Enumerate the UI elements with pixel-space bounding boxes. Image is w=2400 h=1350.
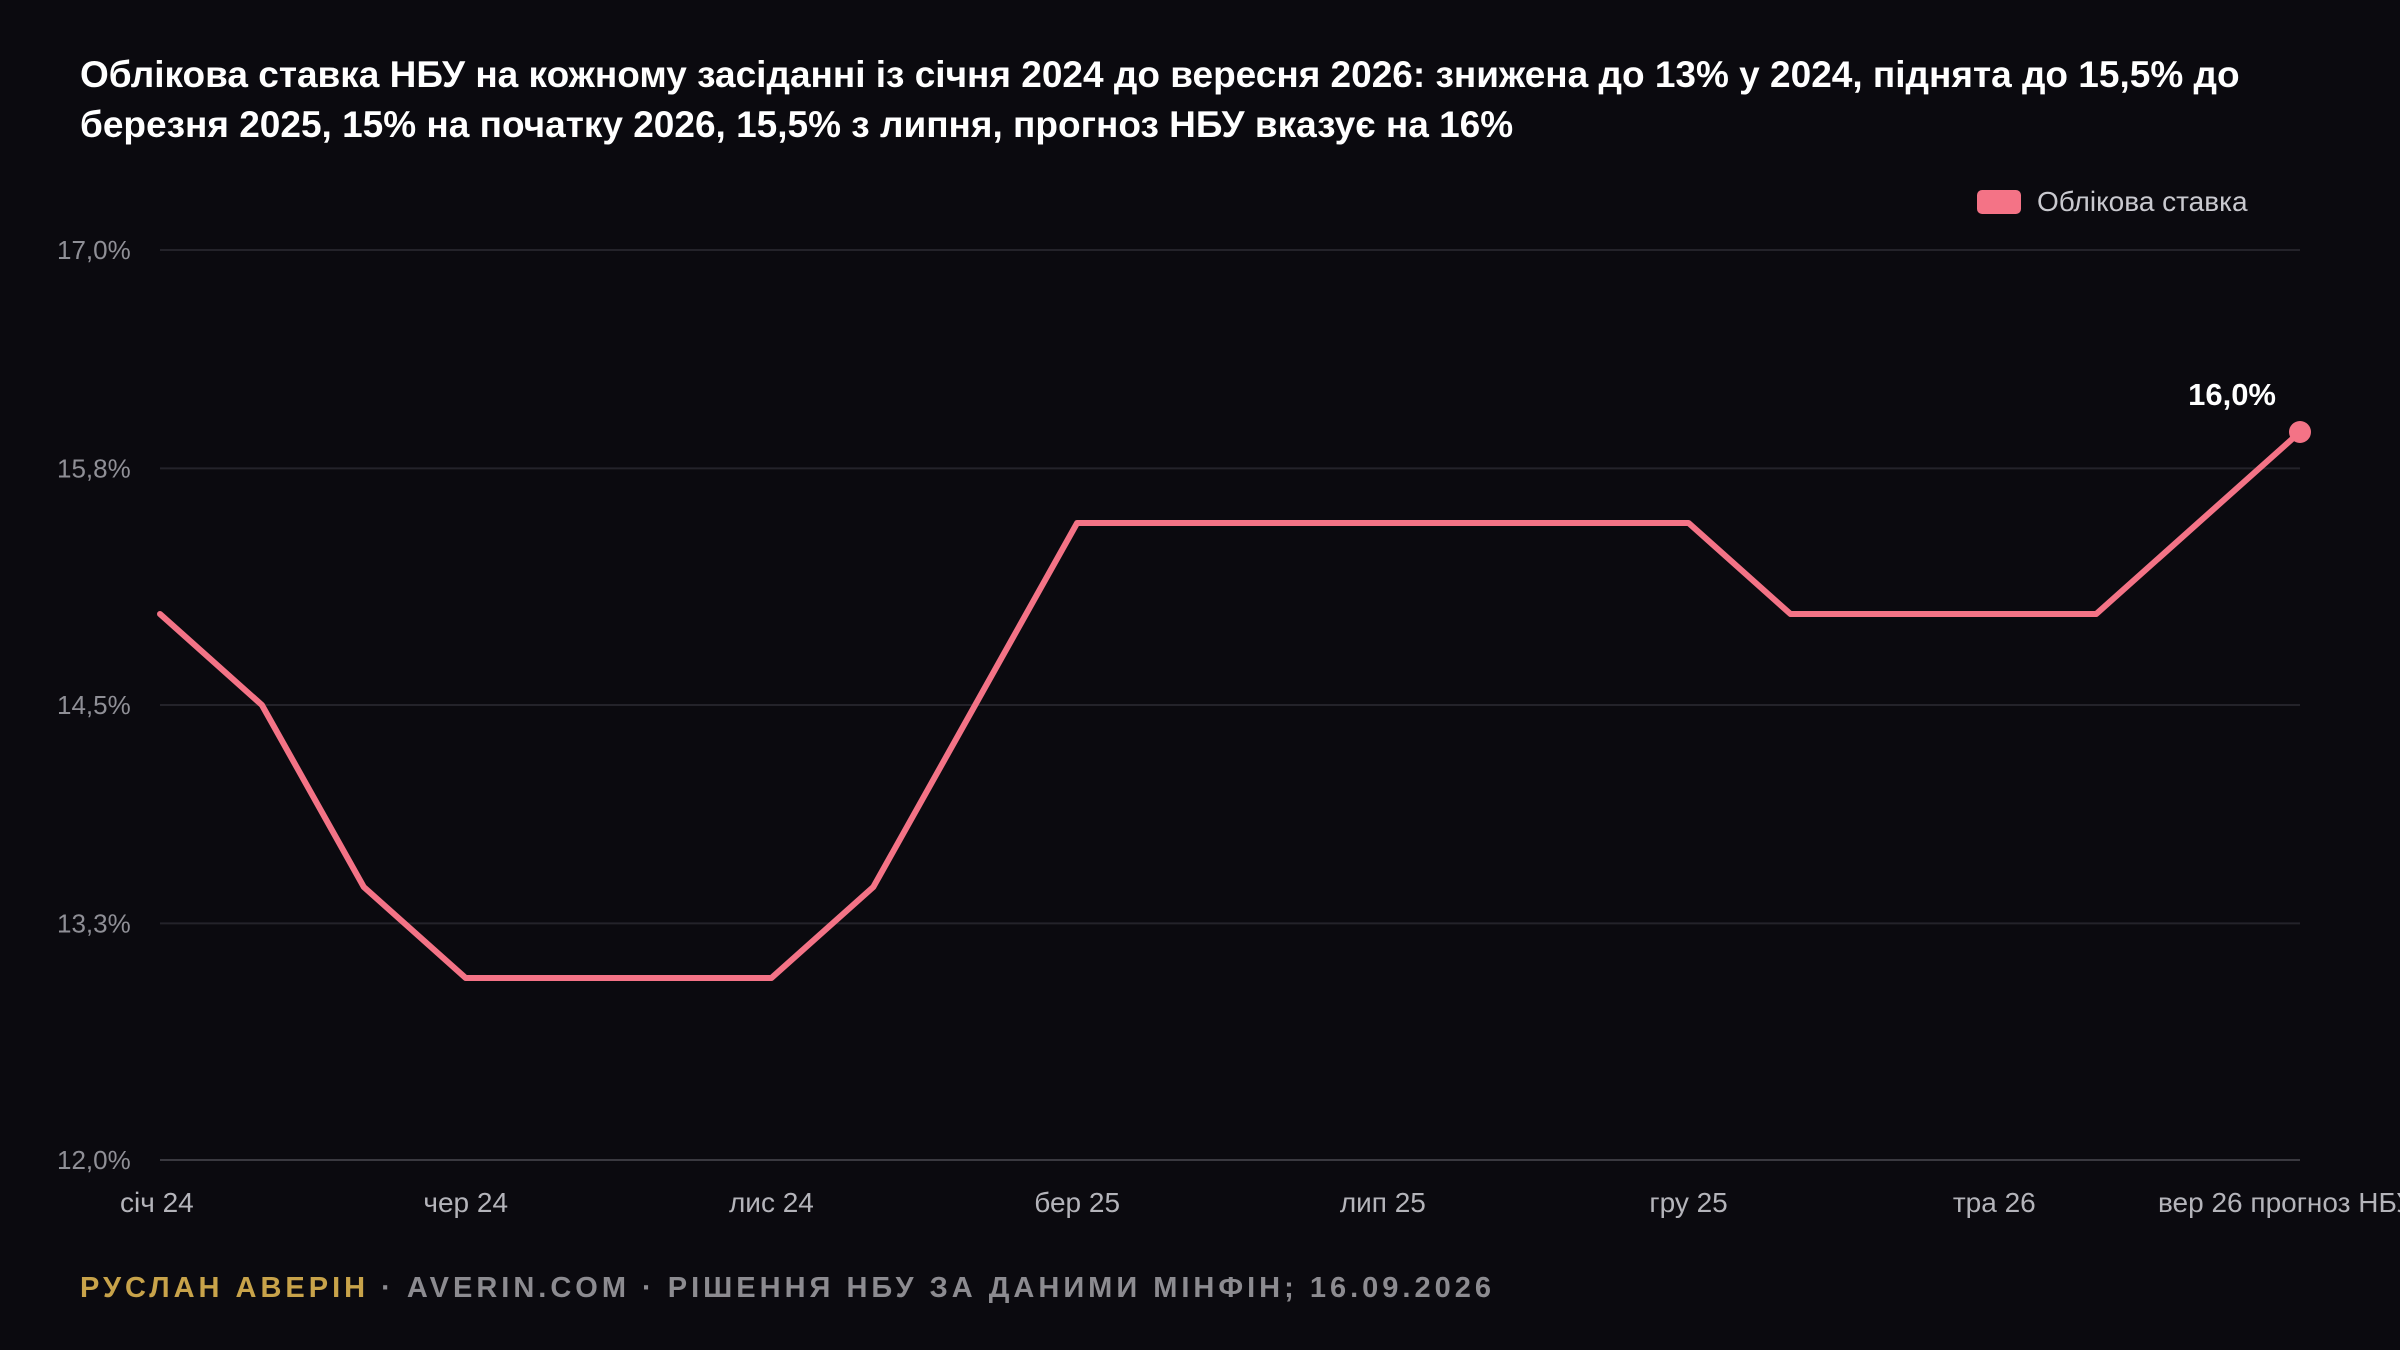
footer-credit: РУСЛАН АВЕРІН · AVERIN.COM · РІШЕННЯ НБУ… bbox=[80, 1272, 1495, 1305]
x-tick-label: гру 25 bbox=[1649, 1187, 1727, 1218]
y-tick-label: 14,5% bbox=[57, 690, 131, 720]
y-tick-label: 13,3% bbox=[57, 908, 131, 938]
x-tick-label: лип 25 bbox=[1340, 1187, 1426, 1218]
series-layer bbox=[157, 429, 2303, 981]
data-label-layer: 16,0% bbox=[2188, 377, 2311, 443]
data-label: 16,0% bbox=[2188, 377, 2276, 412]
x-tick-label: бер 25 bbox=[1034, 1187, 1120, 1218]
x-tick-label: чер 24 bbox=[423, 1187, 508, 1218]
x-axis-ticks: січ 24 чер 24 лис 24 бер 25 лип 25 гру 25 тра … bbox=[120, 1187, 2400, 1218]
chart-title: Облікова ставка НБУ на кожному засіданні… bbox=[80, 54, 2240, 145]
x-tick-label: вер 26 прогноз НБУ bbox=[2158, 1187, 2400, 1218]
y-tick-label: 12,0% bbox=[57, 1145, 131, 1175]
series-line bbox=[157, 429, 2303, 981]
y-tick-label: 17,0% bbox=[57, 235, 131, 265]
y-axis-ticks: 12,0% 13,3% 14,5% 15,8% 17,0% bbox=[57, 235, 131, 1175]
legend-swatch bbox=[1977, 190, 2021, 214]
grid bbox=[160, 249, 2300, 1161]
footer-source: · AVERIN.COM · РІШЕННЯ НБУ ЗА ДАНИМИ МІН… bbox=[369, 1272, 1495, 1304]
legend-label: Облікова ставка bbox=[2037, 186, 2248, 217]
end-point-marker bbox=[2289, 421, 2311, 443]
legend: Облікова ставка bbox=[1977, 184, 2248, 220]
y-tick-label: 15,8% bbox=[57, 453, 131, 483]
footer-author: РУСЛАН АВЕРІН bbox=[80, 1272, 370, 1304]
x-tick-label: тра 26 bbox=[1953, 1187, 2036, 1218]
x-tick-label: лис 24 bbox=[729, 1187, 814, 1218]
x-tick-label: січ 24 bbox=[120, 1187, 194, 1218]
